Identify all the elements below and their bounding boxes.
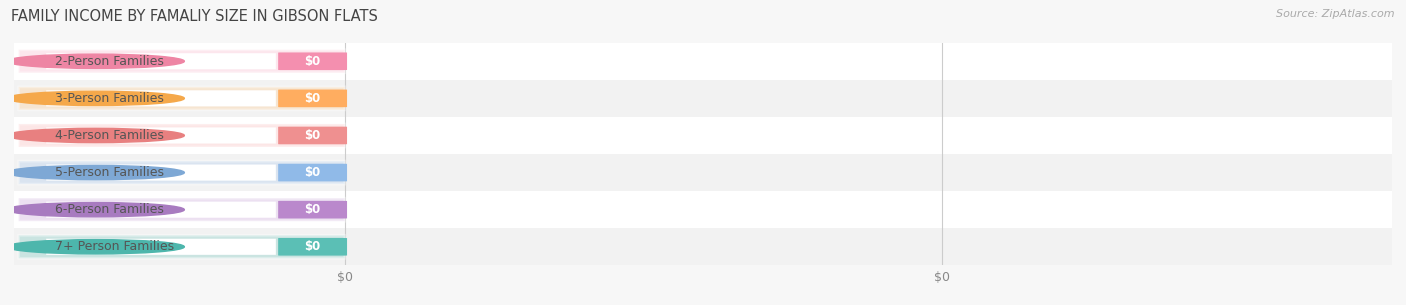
- FancyBboxPatch shape: [46, 239, 276, 255]
- Text: 6-Person Families: 6-Person Families: [55, 203, 165, 216]
- FancyBboxPatch shape: [18, 235, 344, 258]
- FancyBboxPatch shape: [278, 90, 347, 107]
- Text: $0: $0: [305, 92, 321, 105]
- FancyBboxPatch shape: [46, 202, 276, 218]
- Text: $0: $0: [305, 203, 321, 216]
- Bar: [14, 80, 1392, 117]
- Circle shape: [7, 240, 184, 254]
- FancyBboxPatch shape: [46, 164, 276, 181]
- Text: 2-Person Families: 2-Person Families: [55, 55, 165, 68]
- Text: 3-Person Families: 3-Person Families: [55, 92, 165, 105]
- FancyBboxPatch shape: [46, 127, 276, 144]
- FancyBboxPatch shape: [278, 127, 347, 144]
- FancyBboxPatch shape: [278, 164, 347, 181]
- Text: 4-Person Families: 4-Person Families: [55, 129, 165, 142]
- Text: Source: ZipAtlas.com: Source: ZipAtlas.com: [1277, 9, 1395, 19]
- FancyBboxPatch shape: [278, 52, 347, 70]
- FancyBboxPatch shape: [278, 201, 347, 218]
- FancyBboxPatch shape: [46, 90, 276, 106]
- Text: $0: $0: [305, 166, 321, 179]
- Text: 7+ Person Families: 7+ Person Families: [55, 240, 174, 253]
- Circle shape: [7, 128, 184, 143]
- Text: 5-Person Families: 5-Person Families: [55, 166, 165, 179]
- Circle shape: [7, 203, 184, 217]
- Circle shape: [7, 91, 184, 106]
- Bar: [14, 154, 1392, 191]
- Text: $0: $0: [305, 240, 321, 253]
- Bar: [14, 191, 1392, 228]
- FancyBboxPatch shape: [18, 87, 344, 110]
- FancyBboxPatch shape: [18, 198, 344, 221]
- Text: $0: $0: [305, 55, 321, 68]
- Text: $0: $0: [305, 129, 321, 142]
- Bar: [14, 117, 1392, 154]
- FancyBboxPatch shape: [46, 53, 276, 69]
- FancyBboxPatch shape: [18, 124, 344, 147]
- Circle shape: [7, 54, 184, 68]
- Circle shape: [7, 165, 184, 180]
- FancyBboxPatch shape: [18, 50, 344, 73]
- FancyBboxPatch shape: [18, 161, 344, 184]
- Bar: [14, 43, 1392, 80]
- Bar: [14, 228, 1392, 265]
- FancyBboxPatch shape: [278, 238, 347, 256]
- Text: FAMILY INCOME BY FAMALIY SIZE IN GIBSON FLATS: FAMILY INCOME BY FAMALIY SIZE IN GIBSON …: [11, 9, 378, 24]
